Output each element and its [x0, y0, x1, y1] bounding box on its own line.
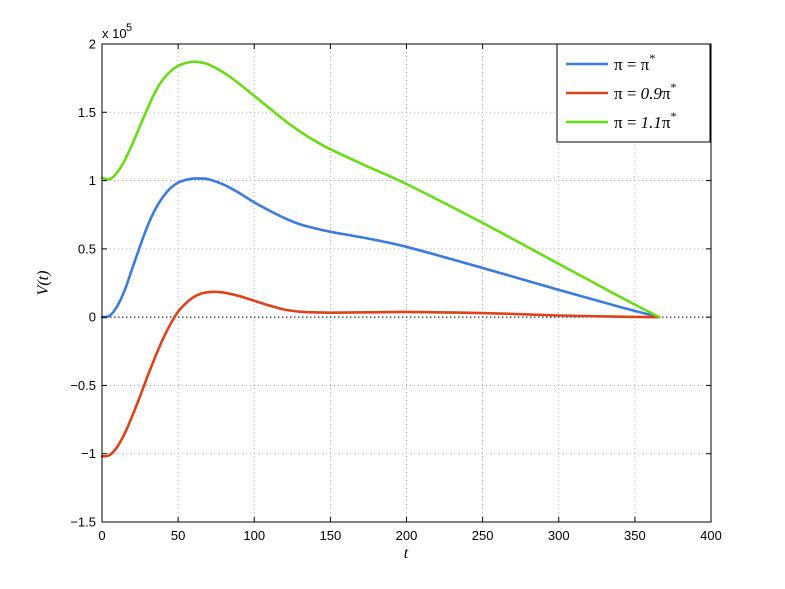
legend-label: π = π*: [614, 51, 655, 74]
series-line-1: [100, 177, 661, 319]
x-tick-label: 50: [171, 528, 185, 543]
legend-label: π = 1.1π*: [614, 109, 677, 132]
y-tick-label: 1: [89, 173, 96, 188]
axis-ticks: 0 50 100 150 200 250 300 350 400 −1.5 −1 −0.5 0 0.5 1 1…: [70, 37, 722, 544]
x-tick-label: 0: [98, 528, 105, 543]
y-tick-label: −1.5: [70, 515, 96, 530]
series-line-2: [100, 290, 661, 458]
y-tick-label: −0.5: [70, 378, 96, 393]
series-line-3: [100, 60, 661, 319]
x-axis-label: t: [404, 545, 409, 562]
y-multiplier-exponent: 5: [126, 22, 132, 34]
x-tick-label: 100: [243, 528, 265, 543]
y-tick-label: 2: [89, 37, 96, 52]
series-lines: [100, 60, 661, 458]
x-tick-label: 250: [472, 528, 494, 543]
legend: π = π* π = 0.9π* π = 1.1π*: [556, 43, 711, 143]
y-tick-label: 0: [89, 310, 96, 325]
grid-lines: [102, 44, 711, 522]
y-tick-label: 0.5: [78, 241, 96, 256]
y-tick-label: 1.5: [78, 105, 96, 120]
x-tick-label: 350: [624, 528, 646, 543]
x-tick-label: 150: [320, 528, 342, 543]
y-tick-label: −1: [81, 446, 96, 461]
y-multiplier-label: x 10: [102, 26, 127, 41]
x-tick-label: 200: [396, 528, 418, 543]
y-axis-label: V(t): [35, 271, 52, 296]
x-tick-label: 400: [700, 528, 722, 543]
x-tick-label: 300: [548, 528, 570, 543]
legend-label: π = 0.9π*: [614, 80, 677, 103]
